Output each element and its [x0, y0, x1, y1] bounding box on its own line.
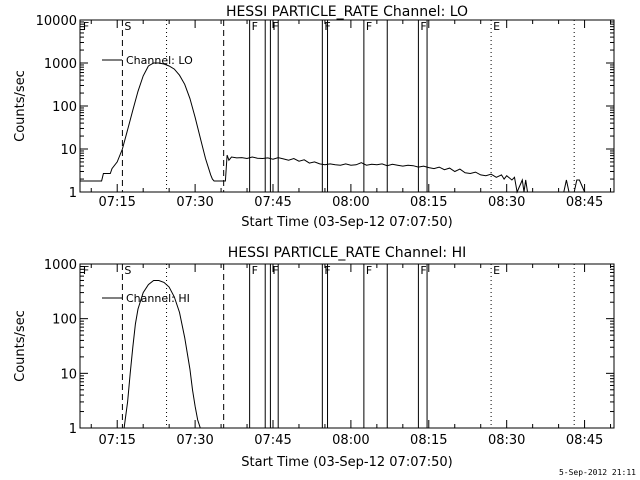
event-marker-label: F — [252, 264, 258, 277]
x-tick-label: 07:45 — [254, 195, 291, 210]
x-axis-label: Start Time (03-Sep-12 07:07:50) — [241, 215, 452, 230]
x-tick-label: 08:30 — [488, 433, 525, 448]
x-tick-label: 07:30 — [176, 433, 213, 448]
x-tick-label: 07:15 — [98, 195, 135, 210]
x-tick-label: 07:15 — [98, 433, 135, 448]
x-axis-label: Start Time (03-Sep-12 07:07:50) — [241, 455, 452, 470]
y-tick-label: 100 — [52, 100, 77, 115]
lo-channel-panel: HESSI PARTICLE_RATE Channel: LO 1 10 100 100… — [13, 4, 615, 230]
x-tick-label: 08:15 — [410, 195, 447, 210]
legend-label: Channel: LO — [126, 54, 193, 67]
event-marker-label: S — [124, 20, 131, 33]
legend-label: Channel: HI — [126, 292, 190, 305]
x-tick-label: 08:45 — [566, 195, 603, 210]
event-marker-label: F — [252, 20, 258, 33]
y-tick-label: 100 — [52, 313, 77, 328]
hi-channel-panel: HESSI PARTICLE_RATE Channel: HI 1 10 100 100… — [13, 245, 615, 470]
y-tick-label: 1 — [69, 186, 77, 201]
footer-timestamp: 5-Sep-2012 21:11 — [559, 468, 636, 477]
y-tick-label: 1000 — [44, 258, 77, 273]
x-tick-label: 08:00 — [332, 195, 369, 210]
event-marker-label: E — [493, 264, 500, 277]
series-line — [123, 280, 201, 429]
plot-frame — [79, 263, 615, 429]
event-marker-label: F — [420, 20, 426, 33]
x-tick-label: 07:30 — [176, 195, 213, 210]
event-marker-label: E — [493, 20, 500, 33]
series-line — [80, 62, 586, 194]
y-tick-label: 10 — [60, 367, 77, 382]
event-marker-label: F — [366, 264, 372, 277]
y-axis-label: Counts/sec — [13, 70, 28, 142]
y-tick-label: 1 — [69, 422, 77, 437]
chart-title: HESSI PARTICLE_RATE Channel: HI — [228, 245, 466, 261]
event-marker-label: F — [272, 264, 278, 277]
x-tick-label: 08:15 — [410, 433, 447, 448]
x-tick-label: 07:45 — [254, 433, 291, 448]
x-tick-label: 08:30 — [488, 195, 525, 210]
y-tick-label: 1000 — [44, 57, 77, 72]
y-axis-label: Counts/sec — [13, 310, 28, 382]
x-tick-label: 08:00 — [332, 433, 369, 448]
event-marker-label: F — [272, 20, 278, 33]
event-marker-label: F — [83, 264, 89, 277]
chart-title: HESSI PARTICLE_RATE Channel: LO — [226, 4, 468, 20]
y-tick-label: 10000 — [36, 14, 77, 29]
event-marker-label: F — [366, 20, 372, 33]
plot-frame — [79, 19, 615, 193]
event-marker-label: S — [124, 264, 131, 277]
event-marker-label: F — [83, 20, 89, 33]
y-tick-label: 10 — [60, 143, 77, 158]
event-marker-label: F — [420, 264, 426, 277]
x-tick-label: 08:45 — [566, 433, 603, 448]
